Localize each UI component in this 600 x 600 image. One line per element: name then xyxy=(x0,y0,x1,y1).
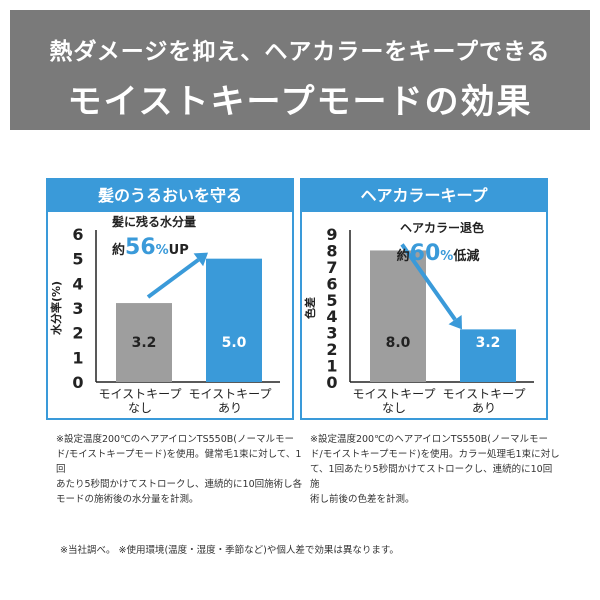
bar xyxy=(460,329,516,382)
bar-value-label: 3.2 xyxy=(476,335,501,351)
y-tick-label: 4 xyxy=(72,274,83,293)
y-tick-label: 8 xyxy=(326,241,337,260)
bar xyxy=(370,250,426,382)
y-tick-label: 3 xyxy=(72,299,83,318)
y-axis-label: 色差 xyxy=(303,297,317,319)
moisture-chart-title: 髪のうるおいを守る xyxy=(48,180,292,212)
trend-arrow-head xyxy=(193,252,208,267)
color-chart-title: ヘアカラーキープ xyxy=(302,180,546,212)
annotation-heading: 髪に残る水分量 xyxy=(111,214,196,229)
color-chart-panel: ヘアカラーキープ 0 1 2 3 4 5 6 7 8 9 色差 8.0 モイストキープ なし 3.2 モイスト… xyxy=(300,178,548,420)
y-tick-label: 6 xyxy=(72,225,83,244)
annotation-value: 約56%UP xyxy=(112,235,189,260)
bar-value-label: 5.0 xyxy=(222,335,247,351)
moisture-chart: 0123456水分率(%)3.2モイストキープなし5.0モイストキープあり髪に残… xyxy=(49,214,280,415)
x-tick-label: なし xyxy=(128,401,152,415)
moisture-chart-panel: 髪のうるおいを守る 0 1 2 3 4 5 6 水分率(%) 3.2 モイストキープ なし 5.0 モイ… xyxy=(46,178,294,420)
header-banner: 熱ダメージを抑え、ヘアカラーをキープできる モイストキープモードの効果 xyxy=(10,10,590,130)
note-line: モードの施術後の水分量を計測。 xyxy=(56,494,199,505)
note-line: あたり5秒間かけてストロークし、連続的に10回施術し各 xyxy=(56,479,303,490)
trend-arrow-head xyxy=(448,314,462,330)
y-tick-label: 6 xyxy=(326,274,337,293)
y-tick-label: 2 xyxy=(72,324,83,343)
y-tick-label: 0 xyxy=(326,373,337,392)
annotation-heading: ヘアカラー退色 xyxy=(400,220,484,235)
y-axis-label: 水分率(%) xyxy=(49,281,63,335)
y-tick-label: 5 xyxy=(326,291,337,310)
color-chart: 0123456789色差8.0モイストキープなし3.2モイストキープありヘアカラ… xyxy=(303,220,534,415)
y-tick-label: 1 xyxy=(72,348,83,367)
moisture-chart-note: ※設定温度200℃のヘアアイロンTS550B(ノーマルモー ド/モイストキープモ… xyxy=(56,432,306,507)
note-line: 術し前後の色差を計測。 xyxy=(310,494,415,505)
y-tick-label: 1 xyxy=(326,357,337,376)
banner-line-2: モイストキープモードの効果 xyxy=(67,82,533,122)
x-tick-label: あり xyxy=(218,401,242,415)
bar xyxy=(116,303,172,382)
note-line: ※設定温度200℃のヘアアイロンTS550B(ノーマルモー xyxy=(310,434,548,445)
bar-value-label: 8.0 xyxy=(386,335,411,351)
x-tick-label: あり xyxy=(472,401,496,415)
banner-line-1: 熱ダメージを抑え、ヘアカラーをキープできる xyxy=(49,39,551,65)
x-tick-label: モイストキープ xyxy=(99,387,182,401)
y-tick-label: 5 xyxy=(72,250,83,269)
bar-value-label: 3.2 xyxy=(132,335,157,351)
note-line: ド/モイストキープモード)を使用。カラー処理毛1束に対し xyxy=(310,449,560,460)
x-tick-label: なし xyxy=(382,401,406,415)
note-line: て、1回あたり5秒間かけてストロークし、連続的に10回施 xyxy=(310,464,553,490)
y-tick-label: 0 xyxy=(72,373,83,392)
y-tick-label: 2 xyxy=(326,340,337,359)
note-line: ※設定温度200℃のヘアアイロンTS550B(ノーマルモー xyxy=(56,434,294,445)
y-tick-label: 4 xyxy=(326,307,337,326)
note-line: ド/モイストキープモード)を使用。健常毛1束に対して、1回 xyxy=(56,449,302,475)
x-tick-label: モイストキープ xyxy=(189,387,272,401)
color-chart-note: ※設定温度200℃のヘアアイロンTS550B(ノーマルモー ド/モイストキープモ… xyxy=(310,432,560,507)
y-tick-label: 9 xyxy=(326,225,337,244)
y-tick-label: 3 xyxy=(326,324,337,343)
trend-arrow-line xyxy=(400,243,457,321)
footer-disclaimer: ※当社調べ。 ※使用環境(温度・湿度・季節など)や個人差で効果は異なります。 xyxy=(60,545,399,556)
trend-arrow-line xyxy=(146,258,200,299)
annotation-value: 約60%低減 xyxy=(397,241,480,266)
y-tick-label: 7 xyxy=(326,258,337,277)
bar xyxy=(206,258,262,382)
x-tick-label: モイストキープ xyxy=(443,387,526,401)
x-tick-label: モイストキープ xyxy=(353,387,436,401)
